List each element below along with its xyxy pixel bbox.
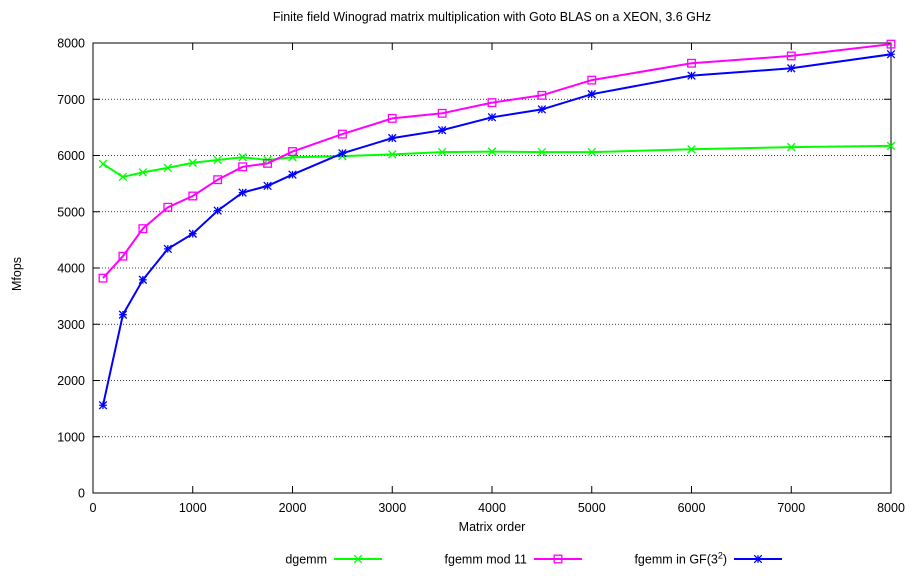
y-tick-label: 5000: [57, 205, 85, 219]
data-point: [886, 141, 896, 151]
data-point: [387, 113, 397, 123]
grid: [93, 98, 891, 438]
data-point: [687, 145, 696, 154]
y-tick-label: 6000: [57, 149, 85, 163]
data-point: [437, 108, 447, 118]
data-point: [288, 170, 297, 179]
data-point: [587, 75, 597, 85]
data-point: [886, 49, 896, 59]
data-point: [213, 175, 223, 185]
data-point: [163, 244, 173, 254]
data-point: [886, 39, 896, 49]
legend-label: fgemm in GF(32): [634, 551, 727, 567]
data-point: [387, 150, 397, 159]
data-point: [118, 172, 128, 182]
legend: dgemm fgemm mod 11 fgemm in GF(32): [285, 551, 782, 567]
data-point: [437, 147, 447, 157]
data-point: [537, 105, 547, 114]
data-point: [118, 310, 128, 319]
x-tick-label: 0: [90, 501, 97, 515]
data-point: [263, 158, 273, 168]
data-point: [163, 163, 173, 173]
data-point: [188, 229, 198, 238]
y-tick-label: 0: [78, 487, 85, 501]
legend-label: dgemm: [285, 553, 327, 567]
y-axis-label: Mfops: [10, 257, 24, 291]
axis-ticks: 0 1000 2000 3000 4000 5000 6000 7000 8000 0 1000 20…: [57, 37, 905, 516]
data-point: [687, 58, 696, 68]
data-point: [786, 51, 796, 61]
data-point: [337, 129, 347, 139]
series-layer: [98, 39, 896, 410]
series-line: [102, 144, 892, 178]
data-point: [138, 168, 148, 177]
series-dgemm: [98, 141, 896, 182]
data-point: [786, 142, 796, 152]
data-point: [487, 147, 497, 156]
data-point: [537, 147, 547, 157]
x-tick-label: 1000: [179, 501, 207, 515]
data-point: [687, 71, 696, 80]
data-point: [138, 275, 148, 285]
legend-entry-fgemm-gf: fgemm in GF(32): [634, 551, 782, 567]
y-tick-label: 7000: [57, 93, 85, 107]
series-line: [102, 53, 892, 406]
data-point: [138, 224, 148, 234]
y-tick-label: 2000: [57, 374, 85, 388]
data-point: [263, 181, 272, 191]
x-tick-label: 4000: [478, 501, 506, 515]
data-point: [213, 206, 222, 215]
x-axis-label: Matrix order: [459, 520, 526, 534]
data-point: [487, 112, 497, 122]
y-tick-label: 1000: [57, 430, 85, 444]
y-tick-label: 4000: [57, 262, 85, 276]
legend-marker: [753, 554, 763, 564]
plot-frame: [92, 42, 892, 494]
series-fgemm-mod-11: [98, 39, 896, 283]
data-point: [288, 152, 297, 162]
x-tick-label: 2000: [279, 501, 307, 515]
data-point: [238, 188, 247, 197]
data-point: [98, 400, 108, 410]
data-point: [338, 148, 347, 158]
legend-marker: [553, 554, 563, 564]
data-point: [487, 98, 497, 108]
data-point: [587, 89, 597, 99]
legend-entry-fgemm-mod-11: fgemm mod 11: [445, 553, 582, 567]
series-line: [102, 43, 892, 279]
y-tick-label: 3000: [57, 318, 85, 332]
y-tick-label: 8000: [57, 37, 85, 51]
data-point: [98, 273, 108, 283]
data-point: [288, 147, 297, 157]
data-point: [537, 90, 547, 100]
x-tick-label: 7000: [777, 501, 805, 515]
x-tick-label: 3000: [378, 501, 406, 515]
data-point: [118, 251, 128, 261]
data-point: [587, 147, 597, 157]
data-point: [163, 202, 173, 212]
data-point: [98, 159, 108, 169]
chart-title: Finite field Winograd matrix multiplicat…: [273, 10, 711, 24]
legend-entry-dgemm: dgemm: [285, 553, 382, 567]
x-tick-label: 6000: [678, 501, 706, 515]
series-fgemm-gf: [98, 49, 896, 410]
data-point: [437, 125, 447, 135]
data-point: [238, 152, 247, 162]
data-point: [213, 155, 222, 165]
data-point: [188, 158, 198, 168]
legend-marker: [353, 554, 363, 564]
x-tick-label: 8000: [877, 501, 905, 515]
data-point: [786, 64, 796, 73]
data-point: [188, 191, 198, 201]
data-point: [238, 162, 248, 172]
x-tick-label: 5000: [578, 501, 606, 515]
data-point: [387, 133, 397, 143]
legend-label: fgemm mod 11: [445, 553, 527, 567]
